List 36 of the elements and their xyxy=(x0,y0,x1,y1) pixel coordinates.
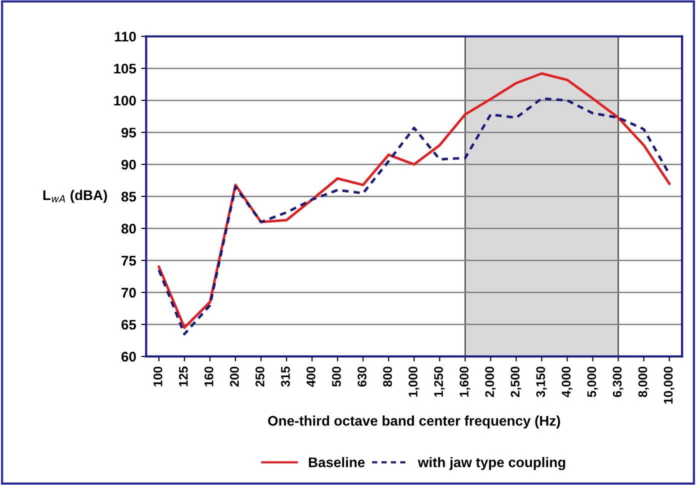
x-tick-label: 1,000 xyxy=(408,366,420,397)
y-tick-label: 105 xyxy=(114,64,136,74)
x-tick-label: 100 xyxy=(153,366,162,386)
y-tick-label: 70 xyxy=(122,288,136,298)
x-tick-label: 8,000 xyxy=(638,366,649,398)
x-tick-label: 500 xyxy=(332,366,341,387)
legend-label: with jaw type coupling xyxy=(418,457,566,470)
x-tick-label: 6,300 xyxy=(612,366,624,398)
y-tick-label: 60 xyxy=(122,352,136,362)
x-tick-label: 4,000 xyxy=(562,366,572,398)
x-tick-label: 10,000 xyxy=(664,366,674,404)
x-tick-label: 630 xyxy=(358,366,366,387)
y-tick-label: 75 xyxy=(122,256,136,266)
y-tick-label: 80 xyxy=(121,224,136,234)
y-tick-label: 90 xyxy=(121,160,136,170)
x-tick-label: 250 xyxy=(256,366,264,387)
x-tick-label: 3,150 xyxy=(536,366,547,398)
x-tick-label: 315 xyxy=(281,366,290,387)
x-tick-label: 125 xyxy=(178,366,188,386)
x-tick-label: 800 xyxy=(383,366,392,387)
x-tick-label: 2,500 xyxy=(510,366,522,398)
y-tick-label: 65 xyxy=(122,320,136,330)
x-tick-label: 1,250 xyxy=(434,366,445,397)
x-tick-label: 5,000 xyxy=(587,366,598,398)
x-tick-label: 2,000 xyxy=(485,366,496,398)
x-axis-title: One-third octave band center frequency (Hz) xyxy=(268,416,560,428)
y-tick-label: 100 xyxy=(114,96,136,106)
x-tick-label: 1,600 xyxy=(460,366,470,397)
y-tick-label: 95 xyxy=(121,128,136,138)
x-tick-label: 160 xyxy=(204,366,214,386)
x-tick-label: 200 xyxy=(230,366,239,387)
y-tick-label: 85 xyxy=(121,192,136,202)
y-tick-label: 110 xyxy=(114,32,136,42)
x-tick-label: 400 xyxy=(306,366,316,387)
legend-label: Baseline xyxy=(308,457,365,468)
y-axis-title: L$_{wA}$ (dBA) xyxy=(43,190,107,203)
